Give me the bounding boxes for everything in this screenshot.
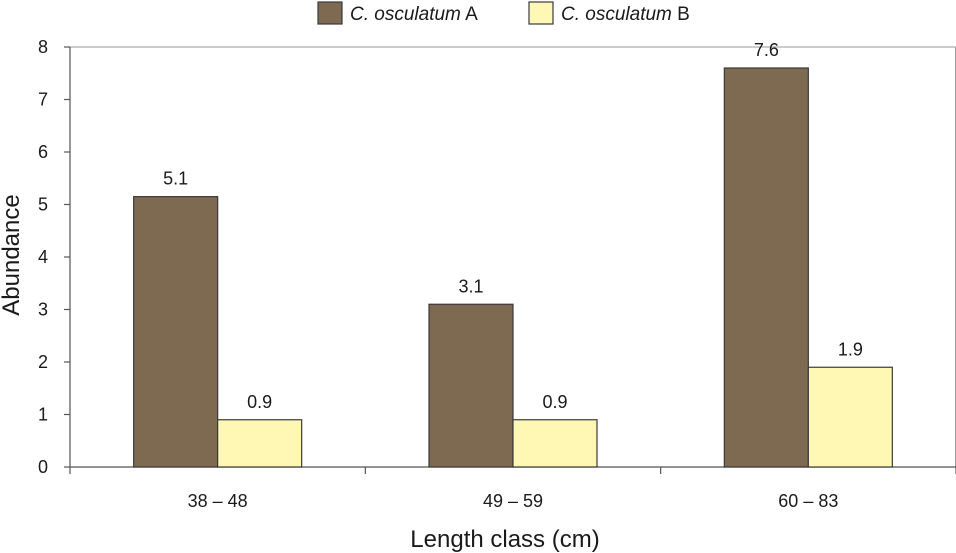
y-tick-label: 0 — [38, 457, 48, 477]
y-tick-label: 1 — [38, 405, 48, 425]
y-axis: 0 1 2 3 4 5 6 7 8 — [38, 37, 71, 477]
legend: C. osculatum A C. osculatum B — [317, 1, 690, 25]
y-tick-label: 3 — [38, 300, 48, 320]
y-axis-title: Abundance — [0, 194, 25, 315]
bar-series-1-3 — [723, 67, 809, 468]
y-tick-label: 6 — [38, 142, 48, 162]
data-label: 5.1 — [163, 169, 188, 189]
legend-swatch-1 — [317, 1, 343, 25]
data-label: 3.1 — [458, 276, 483, 296]
y-tick-label: 8 — [38, 37, 48, 57]
y-tick-label: 2 — [38, 352, 48, 372]
bars — [133, 67, 893, 468]
x-tick-label: 49 – 59 — [483, 491, 543, 511]
x-axis: 38 – 48 49 – 59 60 – 83 — [69, 466, 956, 511]
legend-label-2: C. osculatum B — [561, 4, 690, 25]
x-tick-label: 38 – 48 — [188, 491, 248, 511]
bar-series-2-2 — [512, 419, 598, 468]
y-tick-label: 7 — [38, 90, 48, 110]
data-label: 7.6 — [754, 40, 779, 60]
bar-series-1-1 — [133, 196, 219, 468]
y-tick-label: 5 — [38, 195, 48, 215]
x-axis-title: Length class (cm) — [410, 526, 599, 553]
bar-series-2-1 — [217, 419, 303, 468]
data-label: 0.9 — [542, 392, 567, 412]
data-labels: 5.1 3.1 7.6 0.9 0.9 1.9 — [163, 40, 863, 412]
legend-label-1: C. osculatum A — [350, 4, 478, 25]
bar-series-2-3 — [807, 366, 893, 468]
data-label: 1.9 — [838, 339, 863, 359]
data-label: 0.9 — [247, 392, 272, 412]
bar-series-1-2 — [428, 303, 514, 468]
legend-swatch-2 — [528, 1, 554, 25]
x-tick-label: 60 – 83 — [778, 491, 838, 511]
y-tick-label: 4 — [38, 247, 48, 267]
